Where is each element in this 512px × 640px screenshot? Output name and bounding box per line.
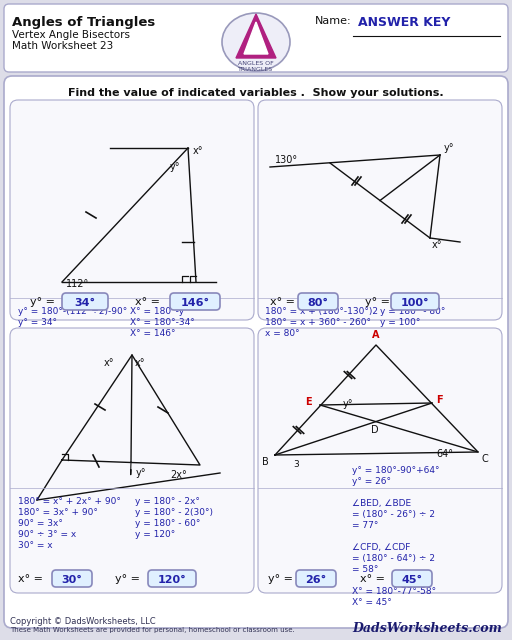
Text: 45°: 45°: [401, 575, 422, 585]
Text: y° = 180°-(112°÷2)-90°: y° = 180°-(112°÷2)-90°: [18, 307, 127, 316]
Text: x° =: x° =: [270, 297, 295, 307]
Text: = (180° - 64°) ÷ 2: = (180° - 64°) ÷ 2: [352, 554, 435, 563]
Text: y = 120°: y = 120°: [135, 530, 175, 539]
Text: Angles of Triangles: Angles of Triangles: [12, 16, 155, 29]
Text: Math Worksheet 23: Math Worksheet 23: [12, 41, 113, 51]
Text: y°: y°: [170, 162, 181, 172]
FancyBboxPatch shape: [296, 570, 336, 587]
Text: y° = 34°: y° = 34°: [18, 318, 57, 327]
Text: A: A: [372, 330, 380, 340]
FancyBboxPatch shape: [10, 100, 254, 320]
FancyBboxPatch shape: [148, 570, 196, 587]
Text: Find the value of indicated variables .  Show your solutions.: Find the value of indicated variables . …: [68, 88, 444, 98]
Text: y = 180° - 60°: y = 180° - 60°: [135, 519, 200, 528]
Text: 146°: 146°: [180, 298, 209, 308]
Text: X° = 146°: X° = 146°: [130, 329, 176, 338]
Text: 112°: 112°: [66, 279, 89, 289]
Text: 180° = 3x° + 90°: 180° = 3x° + 90°: [18, 508, 98, 517]
Text: y° =: y° =: [30, 297, 55, 307]
Text: 30° = x: 30° = x: [18, 541, 53, 550]
Text: 100°: 100°: [401, 298, 430, 308]
Text: = 58°: = 58°: [352, 565, 378, 574]
Text: Vertex Angle Bisectors: Vertex Angle Bisectors: [12, 30, 130, 40]
FancyBboxPatch shape: [258, 100, 502, 320]
Text: ∠BED, ∠BDE: ∠BED, ∠BDE: [352, 499, 411, 508]
Text: x° =: x° =: [18, 574, 43, 584]
Text: E: E: [305, 397, 312, 407]
Text: 120°: 120°: [158, 575, 186, 585]
Text: y° =: y° =: [268, 574, 293, 584]
FancyBboxPatch shape: [10, 328, 254, 593]
Text: ANGLES OF: ANGLES OF: [238, 61, 274, 66]
Text: X° = 180°-y°: X° = 180°-y°: [130, 307, 188, 316]
Text: X° = 180°-77°-58°: X° = 180°-77°-58°: [352, 587, 436, 596]
FancyBboxPatch shape: [298, 293, 338, 310]
Text: y° = 180°-90°+64°: y° = 180°-90°+64°: [352, 466, 439, 475]
Text: x°: x°: [432, 240, 442, 250]
Text: DadsWorksheets.com: DadsWorksheets.com: [352, 622, 502, 635]
Text: TRIANGLES: TRIANGLES: [239, 67, 273, 72]
Text: x°: x°: [103, 358, 114, 368]
Text: 180° = x + 360° - 260°: 180° = x + 360° - 260°: [265, 318, 371, 327]
Text: F: F: [436, 395, 443, 405]
FancyBboxPatch shape: [62, 293, 108, 310]
FancyBboxPatch shape: [4, 76, 508, 628]
Text: x°: x°: [193, 146, 203, 156]
Polygon shape: [236, 14, 276, 58]
Text: C: C: [482, 454, 489, 464]
Text: 180° = x° + 2x° + 90°: 180° = x° + 2x° + 90°: [18, 497, 121, 506]
Text: 3: 3: [293, 460, 298, 469]
FancyBboxPatch shape: [258, 328, 502, 593]
Text: x° =: x° =: [360, 574, 385, 584]
Text: x = 80°: x = 80°: [265, 329, 300, 338]
Text: 2x°: 2x°: [170, 470, 187, 480]
Text: y°: y°: [343, 399, 353, 409]
Text: ANSWER KEY: ANSWER KEY: [358, 16, 451, 29]
FancyBboxPatch shape: [392, 570, 432, 587]
Text: 90° ÷ 3° = x: 90° ÷ 3° = x: [18, 530, 76, 539]
Text: x° =: x° =: [135, 297, 160, 307]
Text: y = 180° - 2x°: y = 180° - 2x°: [135, 497, 200, 506]
FancyBboxPatch shape: [52, 570, 92, 587]
Text: y° =: y° =: [365, 297, 390, 307]
Polygon shape: [244, 22, 268, 54]
Text: y° =: y° =: [115, 574, 140, 584]
Text: y = 180° - 2(30°): y = 180° - 2(30°): [135, 508, 213, 517]
Text: 180° = x + (180°-130°)2: 180° = x + (180°-130°)2: [265, 307, 378, 316]
Text: B: B: [262, 457, 269, 467]
Ellipse shape: [222, 13, 290, 71]
Text: y = 100°: y = 100°: [380, 318, 420, 327]
Text: y°: y°: [444, 143, 455, 153]
Text: X° = 180°-34°: X° = 180°-34°: [130, 318, 195, 327]
FancyBboxPatch shape: [4, 4, 508, 72]
Text: y° = 26°: y° = 26°: [352, 477, 391, 486]
FancyBboxPatch shape: [391, 293, 439, 310]
FancyBboxPatch shape: [170, 293, 220, 310]
Text: y = 180° - 80°: y = 180° - 80°: [380, 307, 445, 316]
Text: = 77°: = 77°: [352, 521, 378, 530]
Text: 26°: 26°: [305, 575, 327, 585]
Text: ∠CFD, ∠CDF: ∠CFD, ∠CDF: [352, 543, 411, 552]
Text: 80°: 80°: [308, 298, 329, 308]
Text: 30°: 30°: [61, 575, 82, 585]
Text: X° = 45°: X° = 45°: [352, 598, 392, 607]
Text: = (180° - 26°) ÷ 2: = (180° - 26°) ÷ 2: [352, 510, 435, 519]
Text: These Math Worksheets are provided for personal, homeschool or classroom use.: These Math Worksheets are provided for p…: [10, 627, 295, 633]
Text: y°: y°: [136, 468, 146, 478]
Text: Copyright © DadsWorksheets, LLC: Copyright © DadsWorksheets, LLC: [10, 617, 156, 626]
Text: Name:: Name:: [315, 16, 352, 26]
Text: x°: x°: [135, 358, 145, 368]
Text: 34°: 34°: [74, 298, 96, 308]
Text: 90° = 3x°: 90° = 3x°: [18, 519, 63, 528]
Text: D: D: [371, 425, 379, 435]
Text: 130°: 130°: [275, 155, 298, 165]
Text: 64°: 64°: [436, 449, 453, 459]
